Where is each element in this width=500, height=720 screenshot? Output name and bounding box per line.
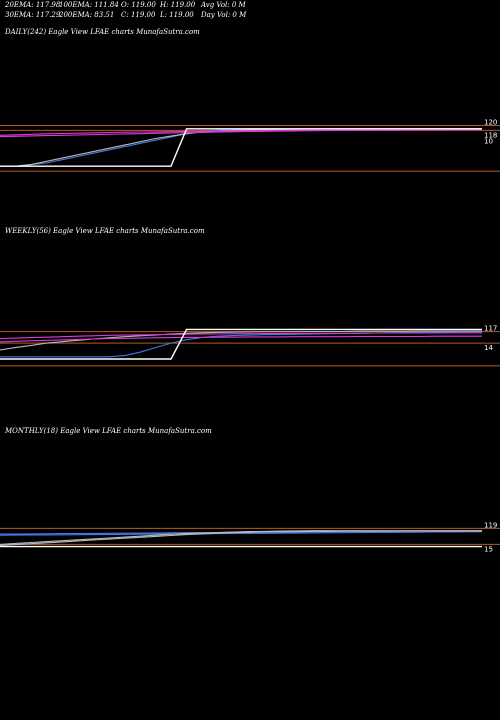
ema-line-grey [0,330,482,351]
low-value: L: 119.00 [160,11,194,19]
ema-line-grey [0,530,482,547]
y-tick-label: 117 [484,325,497,333]
price-line [0,328,482,360]
high-value: H: 119.00 [160,1,196,9]
ema-line-blue [0,331,482,358]
ema-line-grey [0,128,482,167]
ema-line-blue [0,128,482,167]
ema30-value: 30EMA: 117.29 [5,11,61,19]
ema-line-magenta [0,335,482,343]
y-tick-label: 10 [484,137,493,145]
y-tick-label: 15 [484,545,493,553]
ema-line-magenta [0,129,482,138]
ema200-value: 200EMA: 83.51 [59,11,115,19]
y-tick-label: 14 [484,344,493,352]
ema-line-magenta [0,332,482,340]
ema-line-blue [0,531,483,536]
day-vol-value: Day Vol: 0 M [201,11,247,19]
monthly-chart: 119 15 [0,521,500,553]
y-tick-label: 120 [484,119,497,127]
monthly-panel-title: MONTHLY(18) Eagle View LFAE charts Munaf… [5,427,212,435]
ema100-value: 100EMA: 111.84 [59,1,119,9]
open-value: O: 119.00 [121,1,156,9]
avg-vol-value: Avg Vol: 0 M [201,1,246,9]
y-tick-label: 119 [484,521,497,529]
weekly-chart: 117 14 [0,325,500,367]
weekly-panel-title: WEEKLY(56) Eagle View LFAE charts Munafa… [5,227,205,235]
daily-panel-title: DAILY(242) Eagle View LFAE charts Munafa… [5,28,200,36]
price-line [0,128,482,167]
y-tick-label: 118 [484,131,497,139]
ema20-value: 20EMA: 117.98 [5,1,61,9]
close-value: C: 119.00 [121,11,156,19]
